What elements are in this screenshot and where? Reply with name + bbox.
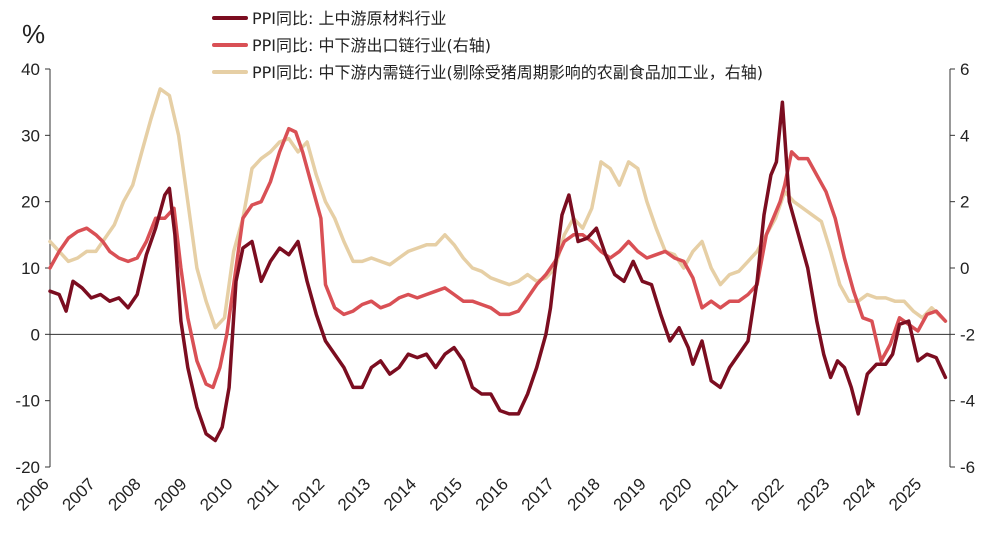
right-tick-label: -2	[960, 325, 975, 344]
left-tick-label: -20	[15, 458, 40, 477]
x-tick-label: 2006	[13, 474, 53, 514]
x-axis: 2006 2007 2008 2009 2010 2011 2012 2013 2014 2015…	[13, 474, 926, 514]
y-unit-label: %	[22, 19, 45, 49]
series-line-1	[48, 126, 948, 390]
series-line-2	[48, 87, 948, 330]
legend-label-0: PPI同比: 上中游原材料行业	[252, 9, 447, 28]
x-tick-label: 2007	[59, 474, 99, 514]
left-tick-label: 30	[21, 126, 40, 145]
legend-label-1: PPI同比: 中下游出口链行业(右轴)	[252, 36, 491, 55]
x-tick-label: 2025	[885, 474, 925, 514]
x-tick-label: 2011	[243, 474, 282, 513]
x-tick-label: 2016	[472, 474, 512, 514]
right-tick-label: -4	[960, 392, 975, 411]
legend-label-2: PPI同比: 中下游内需链行业(剔除受猪周期影响的农副食品加工业，右轴)	[252, 63, 763, 82]
right-axis: 6 4 2 0 -2 -4 -6	[949, 60, 975, 477]
x-tick-label: 2024	[839, 474, 879, 514]
x-tick-label: 2013	[334, 474, 374, 514]
left-tick-label: 0	[31, 325, 40, 344]
left-axis: 40 30 20 10 0 -10 -20	[15, 60, 950, 477]
right-tick-label: 6	[960, 60, 969, 79]
series-group	[48, 87, 948, 443]
x-tick-label: 2021	[701, 474, 741, 514]
right-tick-label: -6	[960, 458, 975, 477]
left-tick-label: 10	[21, 259, 40, 278]
x-tick-label: 2019	[610, 474, 650, 514]
x-tick-label: 2014	[380, 474, 420, 514]
x-tick-label: 2023	[793, 474, 833, 514]
x-tick-label: 2009	[150, 474, 190, 514]
legend: PPI同比: 上中游原材料行业 PPI同比: 中下游出口链行业(右轴) PPI同比:…	[212, 9, 763, 82]
left-tick-label: 40	[21, 60, 40, 79]
x-tick-label: 2022	[747, 474, 787, 514]
x-tick-label: 2017	[518, 474, 558, 514]
series-line-0	[48, 100, 948, 443]
x-tick-label: 2008	[104, 474, 144, 514]
x-tick-label: 2015	[426, 474, 466, 514]
right-tick-label: 2	[960, 193, 969, 212]
x-tick-label: 2010	[196, 474, 236, 514]
left-tick-label: -10	[15, 392, 40, 411]
x-tick-label: 2018	[564, 474, 604, 514]
x-tick-label: 2020	[656, 474, 696, 514]
left-tick-label: 20	[21, 193, 40, 212]
right-tick-label: 0	[960, 259, 969, 278]
right-tick-label: 4	[960, 126, 969, 145]
x-tick-label: 2012	[288, 474, 328, 514]
